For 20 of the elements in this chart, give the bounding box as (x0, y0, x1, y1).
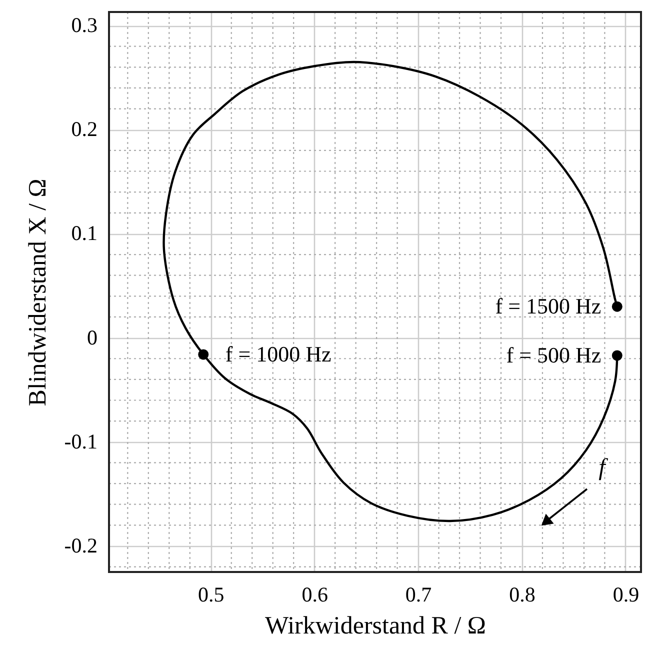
annotation: f (598, 455, 609, 481)
y-tick-label: 0 (87, 325, 98, 350)
y-tick-label: 0.3 (71, 13, 98, 38)
x-axis-title: Wirkwiderstand R / Ω (264, 612, 486, 640)
annotation: f = 500 Hz (506, 342, 602, 368)
x-tick-label: 0.5 (198, 582, 224, 606)
y-axis-title: Blindwiderstand X / Ω (24, 178, 52, 406)
y-tick-label: 0.1 (71, 221, 98, 246)
x-tick-label: 0.6 (302, 582, 328, 606)
annotation: f = 1500 Hz (495, 294, 602, 319)
point (612, 301, 622, 312)
x-tick-label: 0.7 (405, 582, 432, 606)
x-tick-label: 0.8 (509, 582, 536, 606)
y-tick-label: -0.2 (64, 533, 98, 558)
x-tick-label: 0.9 (612, 582, 640, 606)
y-tick-label: 0.2 (71, 117, 98, 142)
y-tick-label: -0.1 (64, 429, 98, 454)
annotation: f = 1000 Hz (225, 341, 332, 366)
point (612, 350, 622, 361)
point (198, 349, 209, 360)
